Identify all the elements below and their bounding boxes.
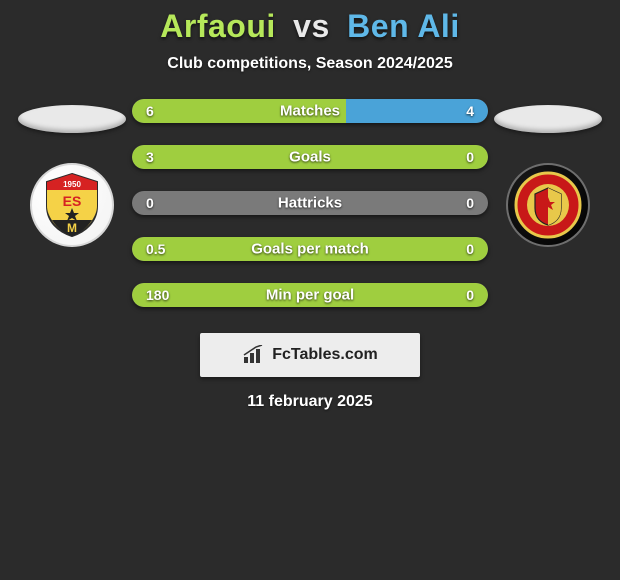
bar-value-left: 180 <box>146 287 169 303</box>
bar-value-right: 0 <box>466 195 474 211</box>
brand-box[interactable]: FcTables.com <box>200 333 420 377</box>
shield-icon: 1950 ES M <box>37 170 107 240</box>
chart-area: 1950 ES M 6 4 Matches 3 0 Goals 0 0 Hattricks 0.5… <box>0 99 620 307</box>
player-silhouette-left <box>18 105 126 133</box>
svg-text:ES: ES <box>63 193 82 209</box>
subtitle: Club competitions, Season 2024/2025 <box>167 55 452 73</box>
bar-label: Goals <box>289 149 331 166</box>
club-badge-left: 1950 ES M <box>30 163 114 247</box>
title-vs: vs <box>293 8 330 44</box>
bar-label: Matches <box>280 103 340 120</box>
title-player2: Ben Ali <box>347 8 460 44</box>
bar-label: Goals per match <box>251 241 369 258</box>
bar-label: Min per goal <box>266 287 354 304</box>
brand-text: FcTables.com <box>272 346 378 364</box>
bar-value-left: 0.5 <box>146 241 165 257</box>
shield-icon <box>513 170 583 240</box>
bar-value-right: 4 <box>466 103 474 119</box>
bar-row: 0.5 0 Goals per match <box>132 237 488 261</box>
bar-value-right: 0 <box>466 287 474 303</box>
bar-row: 3 0 Goals <box>132 145 488 169</box>
bar-value-left: 3 <box>146 149 154 165</box>
bar-chart-icon <box>242 345 266 365</box>
player-silhouette-right <box>494 105 602 133</box>
comparison-card: Arfaoui vs Ben Ali Club competitions, Se… <box>0 0 620 411</box>
bar-row: 0 0 Hattricks <box>132 191 488 215</box>
bar-value-right: 0 <box>466 149 474 165</box>
svg-text:M: M <box>67 221 77 235</box>
date-text: 11 february 2025 <box>247 393 372 411</box>
bars-container: 6 4 Matches 3 0 Goals 0 0 Hattricks 0.5 0 Goals per… <box>132 99 488 307</box>
svg-text:1950: 1950 <box>63 180 81 189</box>
bar-row: 180 0 Min per goal <box>132 283 488 307</box>
bar-value-right: 0 <box>466 241 474 257</box>
bar-row: 6 4 Matches <box>132 99 488 123</box>
title-player1: Arfaoui <box>160 8 276 44</box>
bar-value-left: 0 <box>146 195 154 211</box>
club-badge-right <box>506 163 590 247</box>
bar-label: Hattricks <box>278 195 342 212</box>
right-column <box>488 99 608 247</box>
bar-value-left: 6 <box>146 103 154 119</box>
title: Arfaoui vs Ben Ali <box>160 8 459 45</box>
left-column: 1950 ES M <box>12 99 132 247</box>
